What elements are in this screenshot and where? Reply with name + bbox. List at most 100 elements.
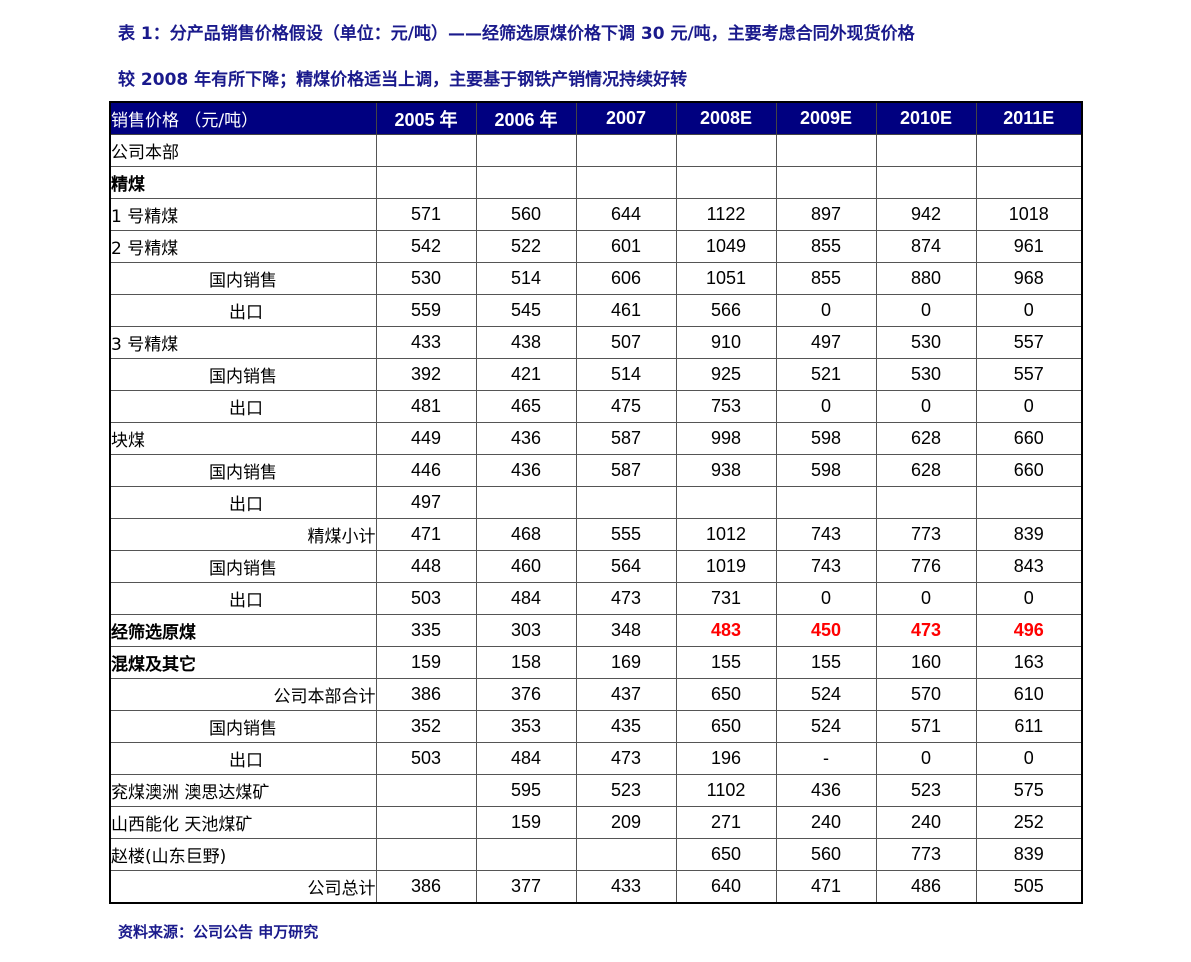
value-cell — [875, 166, 977, 199]
value-cell: 570 — [875, 678, 977, 711]
value-cell: 559 — [375, 294, 477, 327]
row-label: 公司总计 — [109, 870, 377, 904]
value-cell: 433 — [375, 326, 477, 359]
table-row: 出口 481 465 475 753 0 0 0 — [109, 390, 1083, 423]
value-cell: 271 — [675, 806, 777, 839]
value-cell: 660 — [975, 454, 1083, 487]
value-cell — [675, 166, 777, 199]
value-cell: 376 — [475, 678, 577, 711]
table-title-line-2: 较 2008 年有所下降；精煤价格适当上调，主要基于钢铁产销情况持续好转 — [118, 70, 688, 90]
value-cell: 353 — [475, 710, 577, 743]
value-cell: 0 — [875, 582, 977, 615]
value-cell: 496 — [975, 614, 1083, 647]
value-cell: 855 — [775, 262, 877, 295]
row-label: 出口 — [109, 390, 377, 423]
value-cell: 503 — [375, 742, 477, 775]
value-cell — [375, 134, 477, 167]
table-row: 1 号精煤 571 560 644 1122 897 942 1018 — [109, 198, 1083, 231]
value-cell: 450 — [775, 614, 877, 647]
row-label: 赵楼(山东巨野) — [109, 838, 377, 871]
value-cell: 0 — [975, 390, 1083, 423]
value-cell: 483 — [675, 614, 777, 647]
value-cell: 523 — [875, 774, 977, 807]
value-cell: 1012 — [675, 518, 777, 551]
table-row: 赵楼(山东巨野) 650 560 773 839 — [109, 838, 1083, 871]
row-label: 精煤小计 — [109, 518, 377, 551]
table-row: 精煤 — [109, 166, 1083, 199]
value-cell: 386 — [375, 870, 477, 904]
value-cell: 587 — [575, 422, 677, 455]
value-cell: 505 — [975, 870, 1083, 904]
value-cell: 0 — [975, 582, 1083, 615]
row-label: 公司本部 — [109, 134, 377, 167]
value-cell: 897 — [775, 198, 877, 231]
value-cell: 484 — [475, 742, 577, 775]
value-cell: 473 — [875, 614, 977, 647]
row-label: 出口 — [109, 582, 377, 615]
value-cell: 436 — [475, 454, 577, 487]
value-cell: 507 — [575, 326, 677, 359]
value-cell: 587 — [575, 454, 677, 487]
value-cell: 628 — [875, 422, 977, 455]
value-cell: 524 — [775, 678, 877, 711]
value-cell: 530 — [875, 358, 977, 391]
value-cell — [575, 166, 677, 199]
value-cell: 566 — [675, 294, 777, 327]
table-row: 精煤小计 471 468 555 1012 743 773 839 — [109, 518, 1083, 551]
value-cell: 481 — [375, 390, 477, 423]
value-cell: 473 — [575, 742, 677, 775]
value-cell: 471 — [775, 870, 877, 904]
value-cell — [775, 166, 877, 199]
value-cell: 753 — [675, 390, 777, 423]
value-cell: 475 — [575, 390, 677, 423]
value-cell: 0 — [975, 294, 1083, 327]
value-cell: 433 — [575, 870, 677, 904]
value-cell: 0 — [775, 582, 877, 615]
value-cell: 575 — [975, 774, 1083, 807]
source-note: 资料来源：公司公告 申万研究 — [118, 923, 319, 941]
table-row: 出口 503 484 473 196-0 0 — [109, 742, 1083, 775]
value-cell: 571 — [875, 710, 977, 743]
value-cell: 743 — [775, 550, 877, 583]
value-cell: - — [775, 742, 877, 775]
value-cell: 606 — [575, 262, 677, 295]
value-cell: 595 — [475, 774, 577, 807]
value-cell: 910 — [675, 326, 777, 359]
value-cell — [675, 486, 777, 519]
value-cell: 497 — [375, 486, 477, 519]
value-cell: 731 — [675, 582, 777, 615]
value-cell: 530 — [375, 262, 477, 295]
row-label: 块煤 — [109, 422, 377, 455]
value-cell: 560 — [775, 838, 877, 871]
value-cell: 611 — [975, 710, 1083, 743]
table-title-line-1: 表 1：分产品销售价格假设（单位：元/吨）——经筛选原煤价格下调 30 元/吨，… — [118, 24, 915, 44]
value-cell: 0 — [775, 294, 877, 327]
row-label: 3 号精煤 — [109, 326, 377, 359]
value-cell: 938 — [675, 454, 777, 487]
value-cell: 542 — [375, 230, 477, 263]
price-table: 销售价格 （元/吨） 2005 年 2006 年 2007 2008E 2009E 2010… — [109, 101, 1083, 904]
value-cell: 1018 — [975, 198, 1083, 231]
value-cell: 386 — [375, 678, 477, 711]
value-cell — [775, 134, 877, 167]
value-cell: 660 — [975, 422, 1083, 455]
value-cell: 571 — [375, 198, 477, 231]
value-cell: 644 — [575, 198, 677, 231]
header-year: 2011E — [975, 101, 1083, 135]
table-row: 经筛选原煤 335 303 348 483 450 473 496 — [109, 614, 1083, 647]
value-cell: 449 — [375, 422, 477, 455]
table-row: 山西能化 天池煤矿 159 209 271 240 240 252 — [109, 806, 1083, 839]
row-label: 精煤 — [109, 166, 377, 199]
value-cell: 169 — [575, 646, 677, 679]
value-cell: 545 — [475, 294, 577, 327]
table-row: 出口 497 — [109, 486, 1083, 519]
value-cell: 942 — [875, 198, 977, 231]
value-cell: 1102 — [675, 774, 777, 807]
value-cell: 0 — [875, 294, 977, 327]
header-year: 2009E — [775, 101, 877, 135]
value-cell: 773 — [875, 838, 977, 871]
value-cell — [475, 838, 577, 871]
value-cell — [575, 838, 677, 871]
table-row: 公司总计 386 377 433 640 471 486 505 — [109, 870, 1083, 904]
value-cell: 514 — [575, 358, 677, 391]
